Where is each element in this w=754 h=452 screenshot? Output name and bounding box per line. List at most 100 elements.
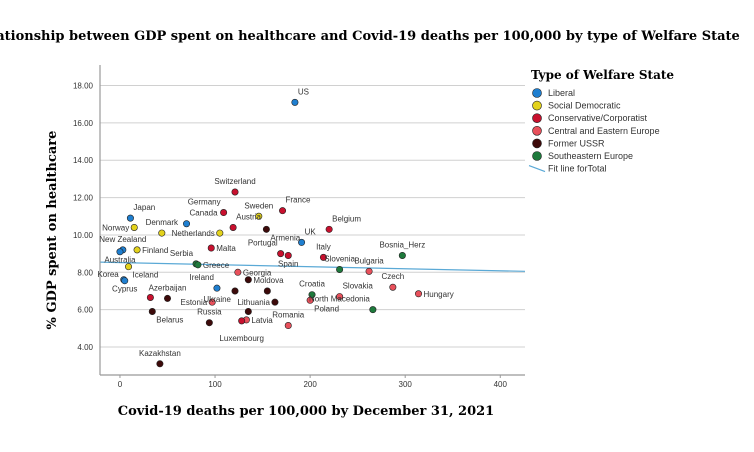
- data-point: [319, 253, 327, 261]
- data-point: [146, 293, 154, 301]
- legend-title: Type of Welfare State: [531, 68, 674, 82]
- point-label: Spain: [278, 259, 298, 268]
- legend-item-label: Central and Eastern Europe: [548, 126, 660, 136]
- point-label: Ireland: [189, 273, 213, 282]
- data-point: [336, 265, 344, 273]
- y-tick-label: 18.00: [73, 82, 94, 91]
- data-point: [158, 229, 166, 237]
- point-label: Portugal: [248, 239, 278, 248]
- point-label: Germany: [188, 198, 221, 207]
- legend-marker: [532, 151, 542, 161]
- y-tick-label: 8.00: [77, 268, 93, 277]
- point-label: Finland: [142, 246, 168, 255]
- point-label: Cyprus: [112, 285, 137, 294]
- y-tick-label: 12.00: [73, 194, 94, 203]
- legend-fit-line-icon: [528, 165, 546, 173]
- chart-title: Relationship between GDP spent on health…: [0, 29, 740, 44]
- data-point: [365, 267, 373, 275]
- point-label: Luxembourg: [219, 334, 263, 343]
- data-point: [279, 207, 287, 215]
- point-label: Kazakhstan: [139, 349, 181, 358]
- data-point: [271, 298, 279, 306]
- data-point: [231, 287, 239, 295]
- y-tick-label: 16.00: [73, 119, 94, 128]
- data-point: [194, 261, 202, 269]
- legend: Type of Welfare State Liberal Social Demo…: [528, 68, 674, 174]
- point-label: Iceland: [133, 271, 159, 280]
- legend-marker: [532, 138, 542, 149]
- data-point: [213, 284, 221, 292]
- legend-item-label: Southeastern Europe: [548, 151, 633, 161]
- point-label: UK: [305, 227, 317, 236]
- point-label: Netherlands: [172, 229, 215, 238]
- data-point: [234, 268, 242, 276]
- data-point: [244, 308, 252, 316]
- point-label: Japan: [133, 203, 155, 212]
- data-point: [244, 276, 252, 284]
- data-point: [291, 98, 299, 106]
- data-point: [415, 290, 423, 298]
- point-label: Austria: [236, 212, 261, 221]
- point-label: New Zealand: [99, 235, 146, 244]
- y-tick-label: 4.00: [77, 343, 93, 352]
- data-point: [229, 223, 237, 231]
- x-tick-label: 100: [208, 380, 222, 389]
- fit-line: [99, 261, 526, 272]
- point-label: Slovenia: [324, 254, 355, 263]
- data-point: [121, 277, 129, 285]
- gridlines: [100, 85, 525, 348]
- point-label: Czech: [381, 272, 404, 281]
- point-label: Hungary: [424, 290, 454, 299]
- x-axis-label: Covid-19 deaths per 100,000 by December …: [118, 404, 494, 419]
- point-label: Lithuania: [237, 298, 270, 307]
- point-label: Latvia: [251, 316, 273, 325]
- data-points: [116, 98, 423, 368]
- point-label: Croatia: [299, 280, 325, 289]
- y-tick-label: 14.00: [73, 156, 94, 165]
- legend-item-label: Conservative/Corporatist: [548, 113, 648, 123]
- y-axis-label: % GDP spent on healthcare: [45, 131, 60, 330]
- point-label: Slovakia: [343, 282, 374, 291]
- y-tick-label: 6.00: [77, 306, 93, 315]
- point-label: Belgium: [332, 214, 361, 223]
- y-tick-label: 10.00: [73, 231, 94, 240]
- legend-marker: [532, 113, 542, 123]
- data-point: [125, 263, 133, 271]
- point-label: Australia: [104, 256, 136, 265]
- fit-line-segment: [99, 261, 526, 272]
- point-label: Serbia: [170, 249, 194, 258]
- x-tick-label: 200: [303, 380, 317, 389]
- data-point: [207, 244, 215, 252]
- legend-marker: [532, 126, 542, 136]
- data-point: [164, 294, 172, 302]
- point-label: Bosnia_Herz: [379, 240, 425, 249]
- legend-item-label: Liberal: [548, 88, 575, 98]
- data-point: [133, 246, 141, 254]
- data-point: [398, 251, 406, 259]
- x-tick-label: 300: [399, 380, 413, 389]
- data-point: [298, 238, 306, 246]
- legend-item-label: Social Democratic: [548, 101, 621, 111]
- legend-item-label: Former USSR: [548, 138, 605, 148]
- data-point: [130, 223, 138, 231]
- point-label: Belarus: [156, 316, 183, 325]
- point-label: Sweden: [244, 201, 273, 210]
- point-label: Georgia: [243, 268, 272, 277]
- point-label: France: [286, 196, 311, 205]
- point-label: Greece: [203, 261, 230, 270]
- x-tick-label: 400: [494, 380, 508, 389]
- data-point: [148, 308, 156, 316]
- data-point: [205, 319, 213, 327]
- data-point: [183, 220, 191, 228]
- point-label: Canada: [190, 209, 219, 218]
- point-label: Italy: [316, 242, 331, 251]
- point-label: Estonia: [181, 298, 208, 307]
- data-point: [208, 298, 216, 306]
- data-point: [325, 225, 333, 233]
- data-point: [263, 287, 271, 295]
- data-point: [389, 283, 397, 291]
- point-label: Armenia: [270, 233, 300, 242]
- point-label: Ukraine: [203, 295, 231, 304]
- point-label: US: [298, 87, 309, 96]
